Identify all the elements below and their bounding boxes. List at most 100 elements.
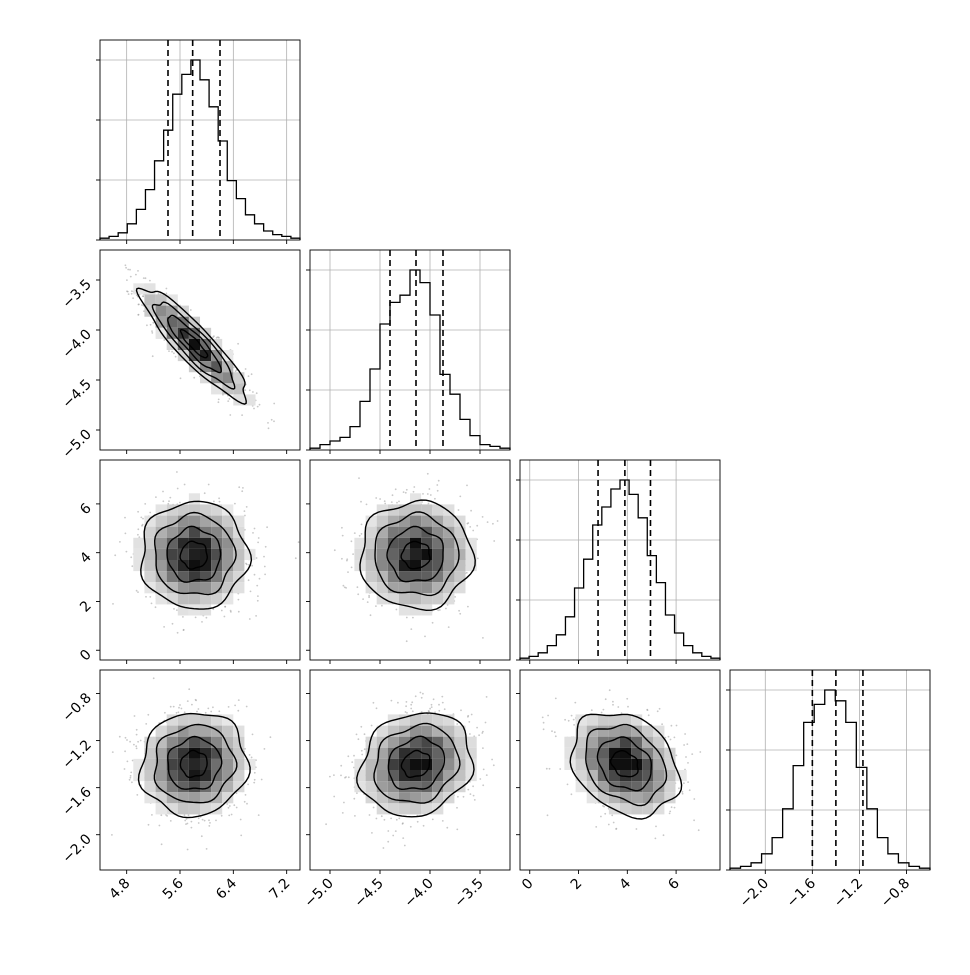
- scatter-point: [333, 795, 336, 798]
- scatter-point: [481, 732, 484, 734]
- density-bin: [432, 593, 444, 605]
- density-bin: [155, 537, 167, 549]
- density-bin: [166, 560, 178, 572]
- scatter-point: [479, 778, 482, 780]
- scatter-point: [402, 491, 405, 493]
- scatter-point: [370, 724, 373, 727]
- scatter-point: [554, 735, 557, 738]
- scatter-point: [201, 818, 204, 821]
- density-bin: [398, 803, 411, 815]
- scatter-point: [242, 487, 244, 489]
- scatter-point: [247, 375, 250, 378]
- scatter-point: [213, 500, 215, 503]
- scatter-point: [129, 275, 132, 278]
- density-bin: [188, 725, 201, 737]
- scatter-point: [422, 692, 424, 695]
- scatter-point: [467, 522, 470, 524]
- density-bin: [564, 747, 576, 759]
- scatter-point: [390, 817, 392, 820]
- scatter-point: [347, 571, 349, 573]
- density-bin: [443, 770, 455, 782]
- density-bin: [365, 537, 377, 549]
- contour-1: [167, 314, 222, 374]
- density-bin: [365, 515, 377, 527]
- density-bin: [432, 758, 444, 771]
- scatter-point: [245, 506, 248, 508]
- density-bin: [432, 781, 444, 793]
- scatter-point: [434, 497, 436, 500]
- scatter-point: [163, 626, 166, 628]
- density-bin: [222, 714, 234, 726]
- scatter-point: [358, 534, 361, 537]
- density-bin: [653, 758, 665, 771]
- scatter-point: [152, 321, 155, 324]
- scatter-point: [441, 820, 444, 822]
- density-bin: [376, 504, 388, 516]
- scatter-point: [167, 502, 170, 505]
- scatter-point: [135, 589, 138, 592]
- scatter-point: [341, 534, 344, 537]
- density-bin: [443, 504, 455, 516]
- contour-0: [609, 749, 639, 778]
- density-bin: [155, 571, 167, 583]
- density-bin: [398, 582, 411, 594]
- contour-3: [569, 713, 683, 820]
- scatter-point: [176, 609, 178, 611]
- scatter-point: [360, 523, 363, 526]
- density-bin: [166, 316, 178, 328]
- density-bin: [664, 758, 676, 771]
- density-bin: [222, 770, 234, 782]
- density-bin: [410, 582, 422, 594]
- density-bin: [631, 725, 643, 737]
- density-bin: [233, 560, 245, 572]
- density-bin: [188, 504, 201, 516]
- density-bin: [155, 560, 167, 572]
- x-tick-label-2-1: 2: [568, 876, 586, 894]
- density-bin: [421, 736, 433, 748]
- scatter-point: [160, 814, 163, 817]
- scatter-point: [422, 493, 424, 495]
- scatter-point: [142, 277, 145, 279]
- x-tick-label-3-1: −1.6: [784, 875, 819, 910]
- density-bin: [376, 725, 388, 737]
- scatter-point: [244, 528, 246, 531]
- density-bin: [454, 582, 466, 594]
- x-tick-label-3-3: −0.8: [878, 876, 913, 911]
- density-bin: [188, 714, 201, 726]
- density-bin: [200, 582, 212, 594]
- density-bin: [410, 803, 422, 815]
- scatter-point: [165, 287, 168, 290]
- density-bin: [586, 736, 598, 748]
- scatter-point: [241, 490, 244, 493]
- scatter-point: [189, 309, 192, 311]
- density-bin: [155, 792, 167, 804]
- density-bin: [443, 747, 455, 759]
- scatter-point: [234, 704, 237, 707]
- scatter-point: [422, 824, 425, 827]
- scatter-point: [683, 744, 685, 746]
- density-bin: [177, 792, 189, 804]
- x-tick-label-0-3: 7.2: [266, 876, 293, 903]
- density-bin: [410, 792, 422, 804]
- density-bin: [465, 758, 477, 771]
- scatter-point: [233, 804, 236, 807]
- scatter-point: [166, 815, 169, 817]
- scatter-point: [144, 503, 147, 505]
- density-bin: [620, 736, 632, 748]
- density-bin: [398, 604, 411, 616]
- scatter-point: [404, 491, 407, 494]
- density-bin: [233, 725, 245, 737]
- scatter-point: [342, 584, 345, 587]
- density-bin: [454, 747, 466, 759]
- density-bin: [166, 504, 178, 516]
- scatter-point: [132, 297, 135, 300]
- contour-1: [166, 525, 222, 583]
- density-bin: [365, 571, 377, 583]
- density-bin: [586, 792, 598, 804]
- density-bin: [432, 548, 444, 561]
- density-bin: [454, 736, 466, 748]
- scatter-point: [135, 745, 138, 748]
- x-tick-label-2-2: 4: [617, 875, 635, 893]
- density-bin: [631, 792, 643, 804]
- scatter-point: [375, 707, 378, 710]
